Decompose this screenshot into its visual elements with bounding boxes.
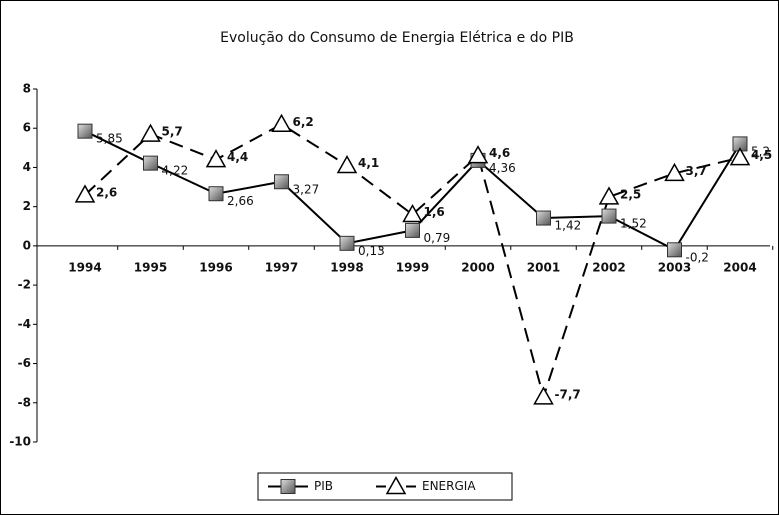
x-tick-label: 1998 bbox=[330, 260, 363, 274]
marker-triangle bbox=[598, 186, 620, 205]
x-tick-label: 2002 bbox=[592, 260, 625, 274]
y-tick-label: -8 bbox=[18, 395, 31, 409]
data-label: 4,1 bbox=[358, 156, 379, 170]
x-tick-label: 1996 bbox=[199, 260, 232, 274]
marker-triangle bbox=[533, 386, 554, 405]
data-label: 2,66 bbox=[227, 194, 254, 208]
marker-square bbox=[143, 155, 158, 171]
x-tick-label: 2004 bbox=[723, 260, 756, 274]
data-label: 1,42 bbox=[555, 219, 582, 233]
data-label: 1,52 bbox=[620, 217, 647, 231]
y-tick-label: 6 bbox=[23, 121, 31, 135]
marker-square bbox=[77, 123, 93, 139]
marker-triangle bbox=[729, 147, 751, 166]
data-label: 4,36 bbox=[489, 161, 516, 175]
data-label: 4,6 bbox=[489, 146, 510, 160]
chart-title: Evolução do Consumo de Energia Elétrica … bbox=[220, 30, 574, 46]
data-label: 2,6 bbox=[96, 185, 117, 199]
marker-square bbox=[405, 222, 420, 238]
x-tick-label: 1999 bbox=[396, 260, 429, 274]
marker-triangle bbox=[74, 184, 96, 203]
legend: PIB ENERGIA bbox=[257, 472, 513, 501]
marker-triangle bbox=[664, 162, 685, 182]
data-label: 1,6 bbox=[424, 205, 445, 219]
y-tick-label: 2 bbox=[23, 199, 31, 213]
x-tick-label: 1994 bbox=[68, 260, 101, 274]
data-label: 0,13 bbox=[358, 244, 385, 258]
marker-triangle bbox=[336, 154, 358, 174]
marker-square bbox=[667, 242, 682, 258]
marker-square bbox=[536, 210, 551, 226]
marker-square bbox=[274, 174, 289, 190]
series-line bbox=[84, 123, 741, 401]
y-tick-label: -2 bbox=[18, 278, 31, 292]
marker-triangle bbox=[271, 113, 292, 133]
marker-square bbox=[339, 235, 355, 251]
marker-square bbox=[280, 479, 296, 494]
y-tick-label: -10 bbox=[9, 435, 31, 449]
marker-triangle bbox=[402, 203, 423, 223]
data-label: 4,5 bbox=[751, 148, 772, 162]
marker-square bbox=[208, 186, 224, 202]
data-label: -0,2 bbox=[686, 250, 709, 264]
marker-triangle bbox=[140, 123, 161, 142]
y-tick-label: -6 bbox=[18, 356, 31, 370]
x-tick-label: 2000 bbox=[461, 260, 494, 274]
data-label: 4,4 bbox=[227, 150, 248, 164]
x-tick-label: 2001 bbox=[527, 260, 560, 274]
data-label: 2,5 bbox=[620, 187, 641, 201]
x-tick-label: 1997 bbox=[265, 260, 298, 274]
x-tick-label: 2003 bbox=[658, 260, 691, 274]
marker-triangle bbox=[467, 145, 489, 164]
marker-triangle bbox=[205, 149, 227, 168]
y-tick-label: 4 bbox=[23, 160, 31, 174]
y-tick-label: 0 bbox=[23, 238, 31, 252]
data-label: 5,7 bbox=[162, 125, 183, 139]
marker-triangle bbox=[385, 475, 407, 495]
data-label: 3,27 bbox=[293, 182, 320, 196]
data-label: 0,79 bbox=[424, 231, 451, 245]
y-tick-label: 8 bbox=[23, 82, 31, 96]
marker-square bbox=[601, 208, 617, 224]
data-label: 3,7 bbox=[686, 164, 707, 178]
data-label: -7,7 bbox=[555, 387, 581, 401]
data-label: 6,2 bbox=[293, 115, 314, 129]
legend-label: PIB bbox=[314, 479, 333, 493]
x-tick-label: 1995 bbox=[134, 260, 167, 274]
legend-label: ENERGIA bbox=[422, 479, 476, 493]
data-label: 5,2 bbox=[751, 144, 770, 158]
y-tick-label: -4 bbox=[18, 317, 31, 331]
data-label: 4,22 bbox=[162, 164, 189, 178]
data-label: 5,85 bbox=[96, 132, 123, 146]
